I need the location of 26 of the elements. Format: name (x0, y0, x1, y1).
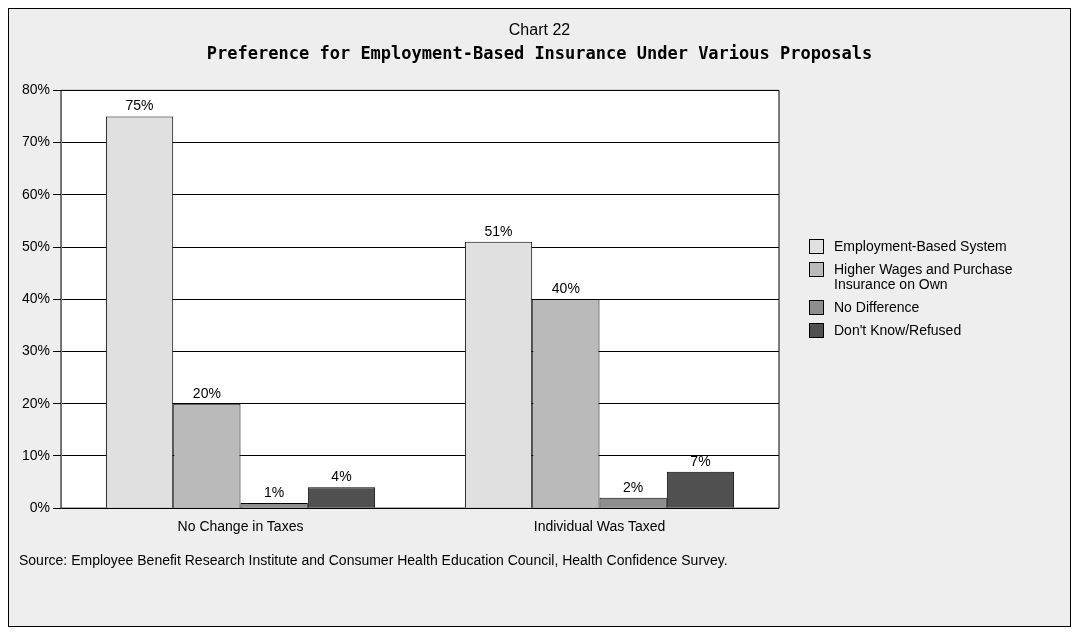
data-label: 75% (125, 97, 154, 114)
legend-label: Don't Know/Refused (834, 322, 962, 338)
data-label: 51% (484, 222, 513, 239)
data-label: 1% (264, 483, 285, 500)
legend-label: Employment-Based System (834, 238, 1007, 254)
data-label: 2% (623, 478, 644, 495)
data-label: 40% (551, 280, 580, 297)
y-tick-label: 0% (29, 499, 51, 516)
source-note: Source: Employee Benefit Research Institute and Consumer Health Education Council, Health Confidence Survey. (19, 551, 729, 570)
x-tick-label: Individual Was Taxed (533, 518, 666, 535)
y-tick-label: 10% (21, 446, 51, 463)
y-tick-label: 40% (21, 290, 51, 307)
data-label: 20% (192, 384, 221, 401)
y-tick-label: 50% (21, 237, 51, 254)
x-tick-label: No Change in Taxes (177, 518, 304, 535)
chart-subtitle: Preference for Employment-Based Insurance Under Various Proposals (205, 43, 874, 63)
chart-title: Chart 22 (507, 21, 572, 39)
data-label: 7% (690, 452, 711, 469)
y-tick-label: 60% (21, 185, 51, 202)
y-tick-label: 20% (21, 394, 51, 411)
data-label: 4% (331, 468, 352, 485)
legend-label: No Difference (834, 299, 920, 315)
y-tick-label: 80% (21, 81, 51, 98)
legend-label: Higher Wages and Purchase Insurance on Own (834, 261, 1014, 292)
y-tick-label: 30% (21, 342, 51, 359)
y-tick-label: 70% (21, 133, 51, 150)
